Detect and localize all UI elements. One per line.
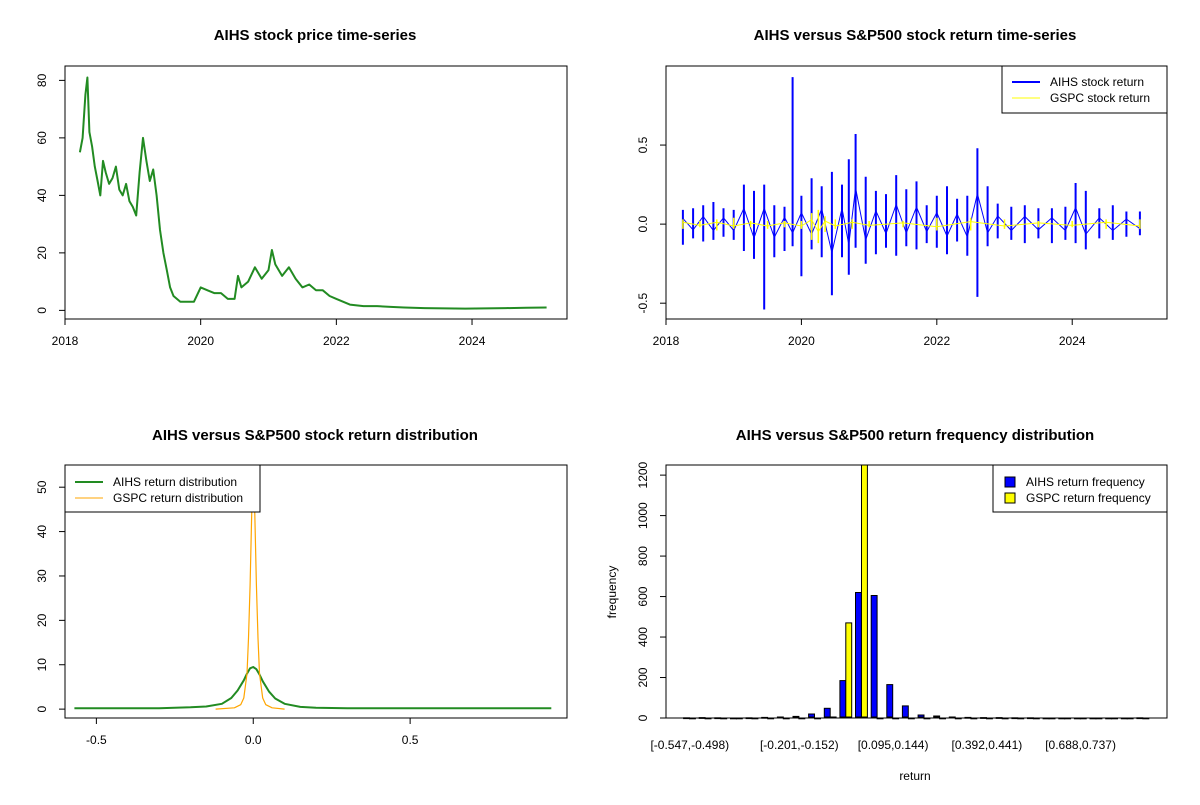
x-tick-label: 2024 — [459, 334, 486, 348]
legend-box — [64, 464, 261, 513]
x-tick-label: -0.5 — [86, 733, 107, 747]
y-tick-label: 1000 — [636, 502, 650, 529]
legend: AIHS return distribution GSPC return dis… — [64, 464, 261, 513]
y-tick-label: 40 — [35, 188, 49, 202]
bar-aihs — [886, 684, 894, 718]
return-baseline — [682, 219, 1140, 233]
density-line-aihs — [74, 666, 552, 710]
x-tick-label: 2022 — [923, 334, 950, 348]
y-tick-label: 30 — [35, 569, 49, 583]
legend-label-aihs: AIHS stock return — [1050, 75, 1144, 89]
plot-frame — [64, 65, 568, 320]
legend-label-aihs: AIHS return distribution — [113, 475, 237, 489]
plot-area: 2018 2020 2022 2024 -0.5 0.0 0.5 — [636, 77, 1141, 348]
y-tick-label: 400 — [636, 627, 650, 647]
bar-aihs — [870, 595, 878, 718]
y-tick-label: 0 — [35, 705, 49, 712]
y-tick-label: 200 — [636, 667, 650, 687]
bar-gspc — [861, 464, 868, 718]
bar-aihs — [792, 715, 800, 718]
y-tick-label: -0.5 — [636, 293, 650, 314]
y-tick-label: 600 — [636, 586, 650, 606]
legend-label-gspc: GSPC return frequency — [1026, 491, 1151, 505]
y-axis-label: frequency — [605, 566, 619, 619]
y-tick-label: 80 — [35, 73, 49, 87]
plot-frame — [665, 65, 1168, 320]
x-tick-label: 2022 — [323, 334, 350, 348]
chart-title: AIHS stock price time-series — [214, 27, 417, 44]
panel-price-timeseries: AIHS stock price time-series 2018 2020 202… — [35, 27, 568, 348]
chart-title: AIHS versus S&P500 stock return time-ser… — [754, 27, 1077, 44]
bar-aihs — [901, 705, 909, 718]
return-spikes — [682, 209, 1141, 244]
y-tick-label: 20 — [35, 246, 49, 260]
x-tick-label: [0.095,0.144) — [858, 738, 929, 752]
legend: AIHS return frequency GSPC return freque… — [992, 464, 1168, 513]
y-tick-label: 10 — [35, 658, 49, 672]
plot-area: 2018 2020 2022 2024 0 20 40 60 80 — [35, 73, 547, 348]
bar-gspc — [845, 622, 853, 718]
legend: AIHS stock return GSPC stock return — [1001, 65, 1168, 114]
x-tick-label: [-0.547,-0.498) — [650, 738, 729, 752]
plot-frame — [665, 464, 1168, 719]
x-tick-label: 2018 — [52, 334, 79, 348]
y-tick-label: 1200 — [636, 461, 650, 488]
x-tick-label: [-0.201,-0.152) — [760, 738, 839, 752]
y-tick-label: 50 — [35, 480, 49, 494]
series-line-aihs-price — [78, 76, 547, 310]
panel-return-timeseries: AIHS versus S&P500 stock return time-ser… — [636, 27, 1168, 348]
bar-aihs — [933, 715, 941, 718]
x-axis-label: return — [899, 769, 930, 783]
y-tick-label: 800 — [636, 546, 650, 566]
legend-label-gspc: GSPC return distribution — [113, 491, 243, 505]
bar-aihs — [839, 680, 847, 718]
y-tick-label: 0.5 — [636, 136, 650, 153]
return-baseline — [682, 188, 1141, 253]
x-tick-label: 2024 — [1059, 334, 1086, 348]
x-tick-label: 0.0 — [245, 733, 262, 747]
bar-aihs — [917, 714, 925, 718]
x-tick-label: 0.5 — [402, 733, 419, 747]
panel-return-distribution: AIHS versus S&P500 stock return distribu… — [35, 427, 568, 747]
y-tick-label: 40 — [35, 525, 49, 539]
legend-label-aihs: AIHS return frequency — [1026, 475, 1145, 489]
x-tick-label: [0.392,0.441) — [952, 738, 1023, 752]
y-tick-label: 20 — [35, 613, 49, 627]
legend-box — [992, 464, 1168, 513]
legend-label-gspc: GSPC stock return — [1050, 91, 1150, 105]
x-tick-label: [0.688,0.737) — [1045, 738, 1116, 752]
bar-aihs — [823, 707, 831, 718]
chart-title: AIHS versus S&P500 return frequency dist… — [736, 427, 1094, 444]
plot-frame — [64, 464, 568, 719]
chart-title: AIHS versus S&P500 stock return distribu… — [152, 427, 478, 444]
x-tick-label: 2020 — [187, 334, 214, 348]
y-tick-label: 0 — [35, 307, 49, 314]
y-tick-label: 0 — [636, 714, 650, 721]
bar-aihs — [808, 713, 815, 718]
legend-swatch-aihs — [1004, 476, 1016, 488]
legend-swatch-gspc — [1004, 492, 1016, 504]
bar-aihs — [855, 592, 862, 718]
y-tick-label: 0.0 — [636, 215, 650, 232]
x-tick-label: 2020 — [788, 334, 815, 348]
x-tick-label: 2018 — [653, 334, 680, 348]
panel-return-frequency: AIHS versus S&P500 return frequency dist… — [605, 427, 1168, 783]
legend-box — [1001, 65, 1168, 114]
series-gspc-return — [682, 209, 1141, 244]
y-tick-label: 60 — [35, 131, 49, 145]
